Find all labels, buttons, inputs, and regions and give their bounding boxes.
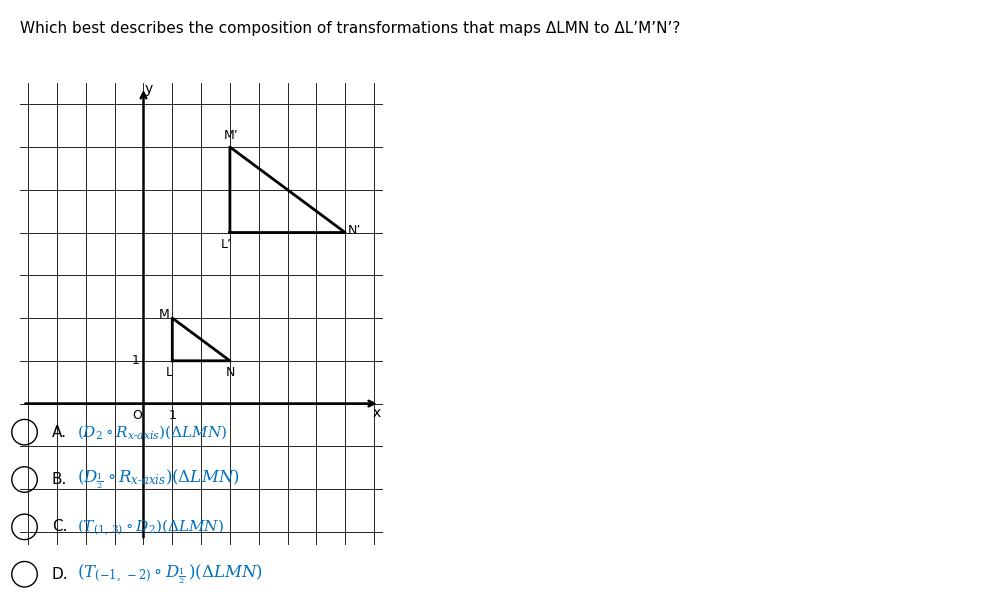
Text: M: M xyxy=(159,308,170,321)
Text: y: y xyxy=(144,82,153,96)
Text: Which best describes the composition of transformations that maps ΔLMN to ΔL’M’N: Which best describes the composition of … xyxy=(20,21,680,36)
Text: $(T_{(1,\,3)} \circ D_2)(\Delta LMN)$: $(T_{(1,\,3)} \circ D_2)(\Delta LMN)$ xyxy=(77,517,224,537)
Text: B.: B. xyxy=(52,472,68,487)
Text: 1: 1 xyxy=(169,409,177,422)
Text: 1: 1 xyxy=(131,354,139,367)
Text: $(D_{\frac{1}{2}} \circ R_{x\text{-}axis})(\Delta LMN)$: $(D_{\frac{1}{2}} \circ R_{x\text{-}axis… xyxy=(77,468,239,491)
Text: x: x xyxy=(373,406,381,420)
Text: A.: A. xyxy=(52,424,67,440)
Text: D.: D. xyxy=(52,567,69,582)
Text: C.: C. xyxy=(52,519,68,535)
Text: $(D_2 \circ R_{x\text{-}axis})(\Delta LMN)$: $(D_2 \circ R_{x\text{-}axis})(\Delta LM… xyxy=(77,423,227,441)
Text: N’: N’ xyxy=(347,224,361,237)
Text: N: N xyxy=(226,366,235,379)
Text: L’: L’ xyxy=(221,238,232,251)
Text: $(T_{(-1,\,-2)} \circ D_{\frac{1}{2}}\,)(\Delta LMN)$: $(T_{(-1,\,-2)} \circ D_{\frac{1}{2}}\,)… xyxy=(77,562,262,586)
Text: L: L xyxy=(166,366,173,379)
Text: O: O xyxy=(132,409,142,422)
Text: M’: M’ xyxy=(224,128,238,141)
